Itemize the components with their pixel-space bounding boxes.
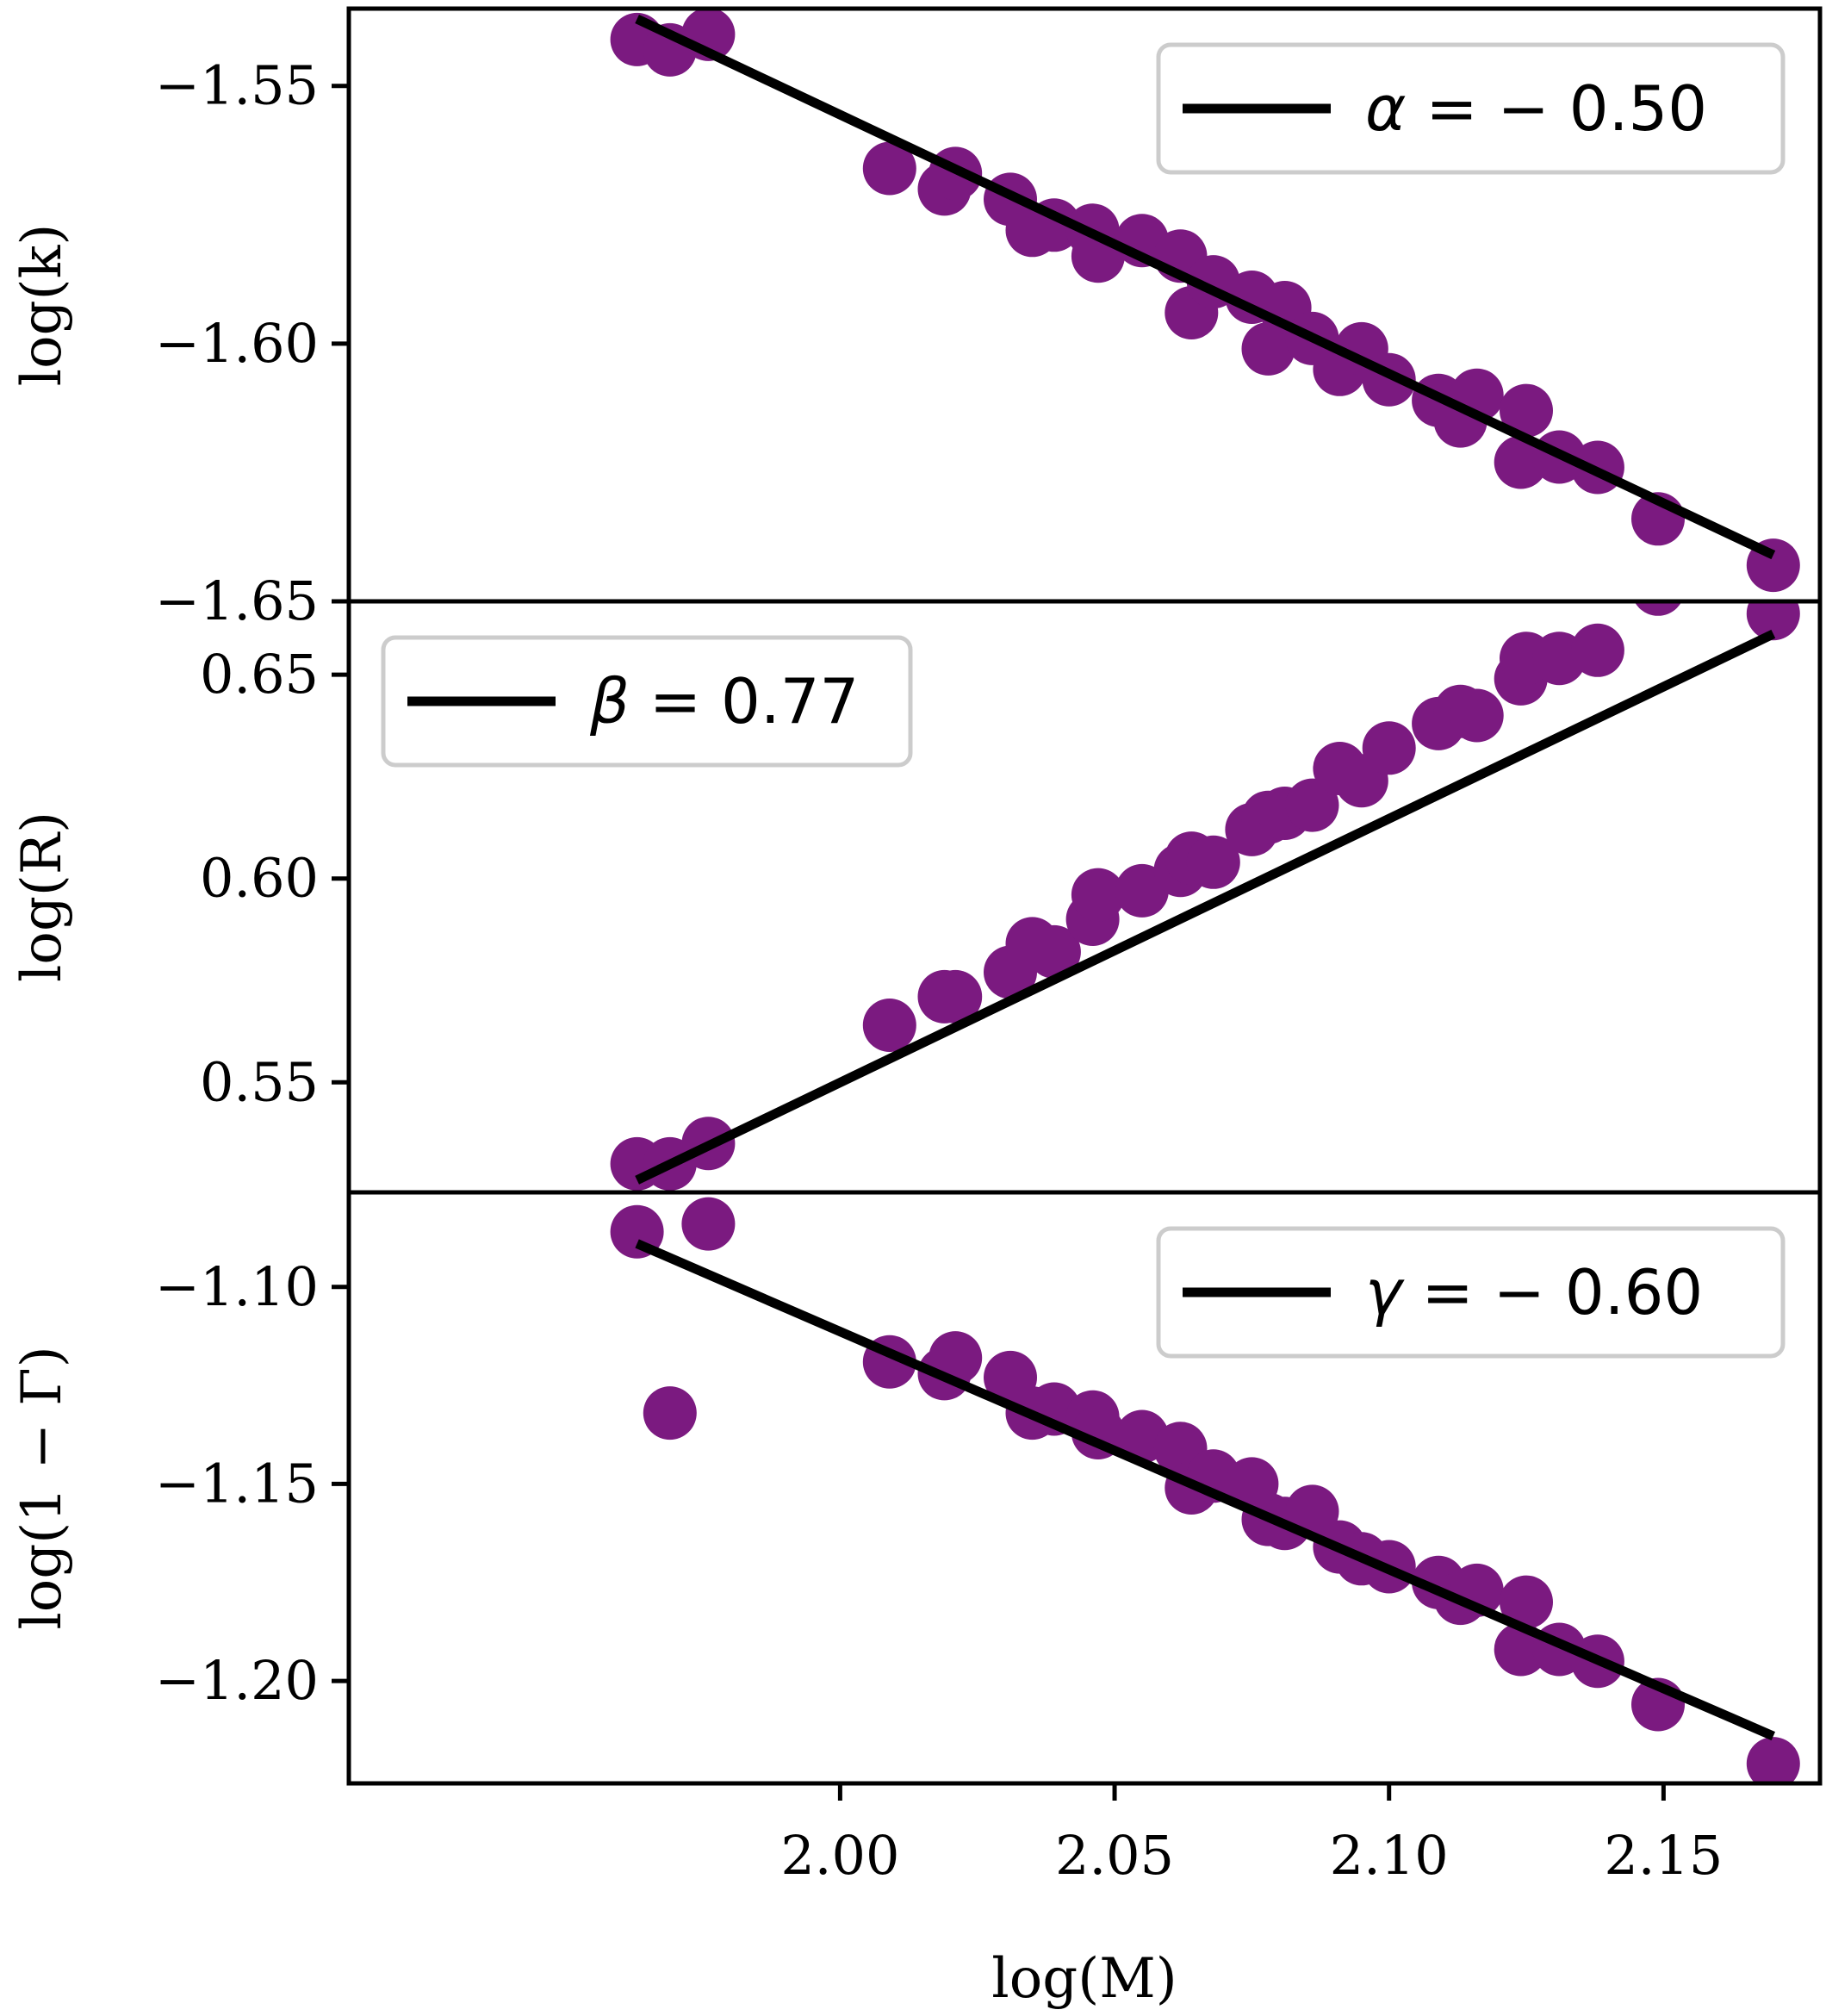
fit-line xyxy=(635,14,1776,560)
y-tick-label: −1.60 xyxy=(155,312,319,375)
data-point xyxy=(862,141,916,196)
y-tick-label: −1.55 xyxy=(155,54,319,117)
data-point xyxy=(1570,623,1624,677)
y-axis-label: log(1 − Γ) xyxy=(10,1346,74,1629)
legend: α = − 0.50 xyxy=(1156,42,1786,175)
data-point xyxy=(1450,688,1504,743)
legend-box xyxy=(381,635,913,768)
data-point xyxy=(1186,835,1240,889)
x-tick-label: 2.00 xyxy=(780,1824,899,1887)
y-tick-label: 0.65 xyxy=(200,643,319,706)
x-tick-label: 2.10 xyxy=(1330,1824,1449,1887)
panel-bottom: −1.10 −1.15 −1.20 log(1 − Γ) γ = − 0.60 xyxy=(10,1190,1823,1786)
axes-frame xyxy=(346,1190,1823,1786)
y-axis-label: log(R) xyxy=(10,812,74,982)
data-point xyxy=(681,1197,736,1251)
y-tick-label: −1.15 xyxy=(155,1452,319,1515)
fit-line xyxy=(635,1239,1776,1741)
legend-label: γ = − 0.60 xyxy=(1365,1256,1703,1328)
data-point xyxy=(1285,778,1339,832)
legend-box xyxy=(1156,42,1786,175)
data-point xyxy=(1500,1575,1553,1629)
legend-box xyxy=(1156,1226,1786,1359)
data-point xyxy=(1241,321,1295,376)
data-point xyxy=(862,999,916,1052)
scatter-series-middle xyxy=(610,601,1800,1191)
y-tick-label: 0.55 xyxy=(200,1050,319,1113)
legend-label: α = − 0.50 xyxy=(1365,72,1707,145)
y-axis-label: log(k) xyxy=(10,224,74,387)
data-point xyxy=(1634,601,1682,616)
panel-top: −1.55 −1.60 −1.65 log(k) α = − 0.50 xyxy=(10,6,1823,632)
data-point xyxy=(1500,383,1553,438)
legend: β = 0.77 xyxy=(381,635,913,768)
data-point xyxy=(1746,1737,1800,1783)
panel-middle: 0.55 0.60 0.65 log(R) β = 0.77 xyxy=(10,599,1823,1195)
legend: γ = − 0.60 xyxy=(1156,1226,1786,1359)
shared-axes: 2.00 2.05 2.10 2.15 log(M) xyxy=(780,1783,1723,2011)
data-point xyxy=(1362,721,1416,775)
x-tick-label: 2.05 xyxy=(1055,1824,1174,1887)
y-tick-label: −1.10 xyxy=(155,1255,319,1318)
legend-label: β = 0.77 xyxy=(589,665,859,737)
data-point xyxy=(643,1386,697,1440)
data-point xyxy=(929,969,983,1024)
data-point xyxy=(1071,868,1125,922)
y-tick-label: 0.60 xyxy=(200,847,319,910)
y-tick-label: −1.65 xyxy=(155,569,319,632)
y-tick-label: −1.20 xyxy=(155,1649,319,1712)
data-point xyxy=(1746,601,1800,641)
fit-line xyxy=(635,629,1776,1185)
x-axis-label: log(M) xyxy=(991,1947,1177,2011)
data-point xyxy=(1027,924,1081,979)
x-tick-label: 2.15 xyxy=(1604,1824,1723,1887)
scatter-series-bottom xyxy=(610,1197,1800,1783)
